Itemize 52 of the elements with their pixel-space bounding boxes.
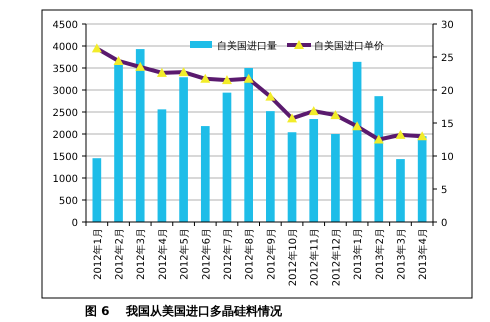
x-tick-label: 2012年4月: [156, 228, 169, 280]
bar: [352, 62, 362, 222]
x-tick-label: 2012年5月: [178, 228, 191, 280]
y2-tick-label: 10: [441, 152, 454, 163]
legend-label: 自美国进口量: [217, 40, 277, 52]
bar: [222, 92, 232, 222]
y2-tick-label: 20: [441, 86, 454, 97]
bar: [92, 158, 102, 222]
y-tick-label: 4500: [52, 20, 78, 31]
bar: [136, 49, 145, 222]
y-tick-label: 1500: [52, 152, 78, 163]
y-tick-label: 3000: [52, 86, 78, 97]
bar: [418, 136, 426, 222]
bar: [309, 119, 318, 222]
bar: [374, 96, 384, 222]
y2-tick-label: 25: [441, 53, 454, 64]
x-tick-label: 2012年2月: [114, 228, 126, 280]
bar: [266, 111, 275, 222]
x-tick-label: 2013年3月: [395, 228, 408, 280]
bar: [200, 126, 210, 222]
y2-tick-label: 0: [441, 218, 448, 229]
bar: [158, 109, 166, 222]
x-tick-label: 2012年1月: [92, 228, 104, 280]
bar: [331, 134, 340, 222]
x-tick-label: 2012年8月: [244, 228, 256, 280]
x-tick-label: 2012年6月: [200, 228, 212, 280]
y2-tick-label: 5: [441, 185, 448, 196]
x-tick-label: 2013年4月: [417, 228, 430, 280]
y2-tick-label: 15: [441, 119, 454, 130]
y-tick-label: 1000: [52, 174, 78, 185]
y-tick-label: 500: [58, 196, 78, 207]
y-tick-label: 2500: [52, 108, 78, 119]
y-tick-label: 4000: [52, 42, 78, 53]
x-tick-label: 2012年10月: [287, 228, 300, 286]
text: 图 6 我国从美国进口多晶硅料情况: [85, 304, 284, 318]
x-tick-label: 2013年2月: [374, 228, 386, 280]
bar: [114, 64, 123, 222]
x-tick-label: 2013年1月: [352, 228, 364, 280]
bar: [179, 77, 188, 222]
x-tick-label: 2012年9月: [265, 228, 278, 280]
x-tick-label: 2012年11月: [308, 228, 321, 286]
y-tick-label: 0: [72, 218, 78, 229]
y-tick-label: 2000: [52, 130, 78, 141]
y-tick-label: 3500: [52, 64, 78, 75]
y2-tick-label: 30: [441, 20, 454, 31]
x-tick-label: 2012年3月: [135, 228, 148, 280]
bar: [396, 159, 405, 222]
bar: [244, 68, 253, 222]
legend-label: 自美国进口单价: [314, 40, 384, 52]
x-tick-label: 2012年12月: [330, 228, 342, 286]
x-tick-label: 2012年7月: [222, 228, 234, 280]
bar: [288, 132, 296, 222]
